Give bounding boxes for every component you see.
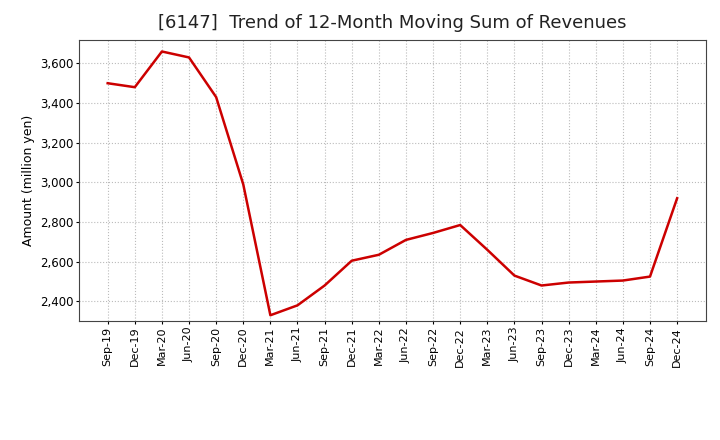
Title: [6147]  Trend of 12-Month Moving Sum of Revenues: [6147] Trend of 12-Month Moving Sum of R… [158, 15, 626, 33]
Y-axis label: Amount (million yen): Amount (million yen) [22, 115, 35, 246]
